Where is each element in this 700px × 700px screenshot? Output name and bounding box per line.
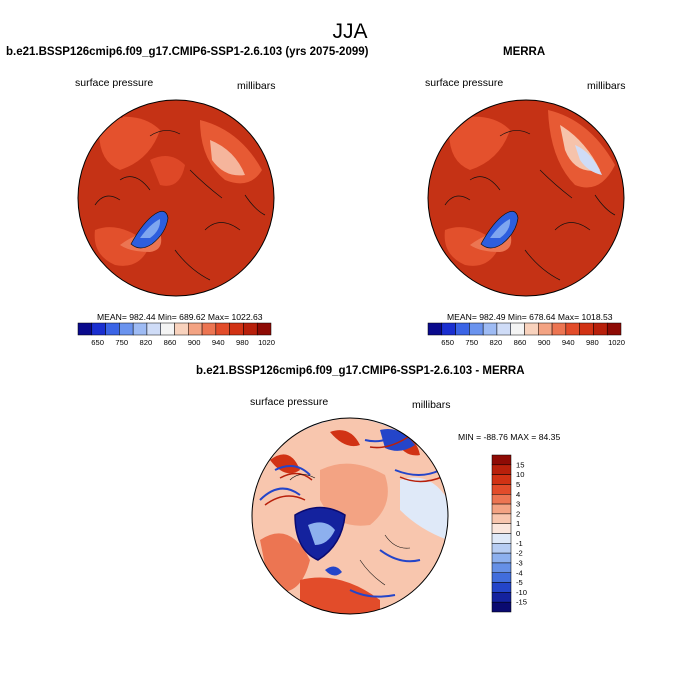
colorbar-tick-label: 980 [236,338,249,347]
colorbar-box [538,322,553,336]
colorbar-tick-label: 750 [115,338,128,347]
colorbar-box [491,582,512,593]
colorbar-box [491,592,512,603]
panel3-units-label: millibars [412,399,451,411]
colorbar-box [105,322,120,336]
colorbar-box [229,322,244,336]
colorbar-box [119,322,134,336]
panel1-title: b.e21.BSSP126cmip6.f09_g17.CMIP6-SSP1-2.… [6,46,369,58]
colorbar-box [469,322,484,336]
colorbar-box [565,322,580,336]
colorbar-tick-label: 0 [516,529,520,538]
colorbar-box [491,454,512,466]
panel1-map [78,100,274,296]
colorbar-box [482,322,498,336]
colorbar-box [491,464,512,475]
colorbar-box [491,552,512,564]
colorbar-tick-label: 3 [516,500,520,509]
panel3-variable-label: surface pressure [250,396,329,408]
colorbar-tick-label: 820 [490,338,503,347]
panel1-map-border [77,99,275,297]
colorbar-box [77,322,93,336]
panel1-variable-label: surface pressure [75,77,154,89]
colorbar-tick-label: 750 [465,338,478,347]
colorbar-box [188,322,203,336]
panel2-units-label: millibars [587,80,626,92]
colorbar-box [491,562,512,573]
colorbar-tick-label: 2 [516,509,520,518]
panel3-stats: MIN = -88.76 MAX = 84.35 [458,432,561,442]
colorbar-box [243,322,258,336]
colorbar-box [524,322,539,336]
panel1-stats: MEAN= 982.44 Min= 689.62 Max= 1022.63 [97,312,263,322]
colorbar-tick-label: -3 [516,558,523,567]
colorbar-box [593,322,608,336]
colorbar-tick-label: 1020 [608,338,625,347]
panel3-map [252,418,448,614]
colorbar-box [215,322,230,336]
panel3-title: b.e21.BSSP126cmip6.f09_g17.CMIP6-SSP1-2.… [196,365,525,377]
figure-title: JJA [332,20,368,43]
colorbar-box [455,322,470,336]
colorbar-tick-label: -10 [516,588,527,597]
colorbar-box [551,322,567,336]
colorbar-box [201,322,217,336]
panel2-colorbar: 650 750 820 860 900 940 980 1020 [427,322,625,347]
colorbar-box [606,322,622,336]
colorbar-box [146,322,161,336]
colorbar-box [491,503,512,515]
colorbar-box [491,523,512,534]
panel2-stats: MEAN= 982.49 Min= 678.64 Max= 1018.53 [447,312,613,322]
colorbar-tick-label: -1 [516,539,523,548]
colorbar-tick-label: 650 [91,338,104,347]
colorbar-box [160,322,175,336]
colorbar-tick-label: 900 [538,338,551,347]
colorbar-box [579,322,594,336]
colorbar-tick-label: 940 [562,338,575,347]
colorbar-tick-label: 15 [516,460,524,469]
colorbar-tick-label: 10 [516,470,524,479]
colorbar-box [427,322,443,336]
colorbar-tick-label: 4 [516,490,520,499]
panel2-variable-label: surface pressure [425,77,504,89]
panel2-map-border [427,99,625,297]
colorbar-box [91,322,106,336]
colorbar-box [491,484,512,495]
colorbar-box [491,572,512,583]
panel2-title: MERRA [503,46,546,58]
panel1-colorbar: 650 750 820 860 900 940 980 1020 [77,322,275,347]
colorbar-tick-label: 940 [212,338,225,347]
colorbar-box [491,601,512,613]
colorbar-box [491,513,512,524]
colorbar-tick-label: -4 [516,568,523,577]
colorbar-tick-label: -2 [516,549,523,558]
colorbar-box [496,322,511,336]
colorbar-tick-label: -5 [516,578,523,587]
colorbar-tick-label: 860 [514,338,527,347]
colorbar-tick-label: 820 [140,338,153,347]
panel1-units-label: millibars [237,80,276,92]
colorbar-tick-label: -15 [516,598,527,607]
colorbar-box [441,322,456,336]
colorbar-tick-label: 5 [516,480,520,489]
colorbar-box [491,543,512,554]
panel3-map-border [251,417,449,615]
colorbar-tick-label: 1 [516,519,520,528]
colorbar-tick-label: 1020 [258,338,275,347]
colorbar-box [132,322,148,336]
colorbar-box [491,533,512,544]
colorbar-tick-label: 650 [441,338,454,347]
colorbar-box [491,474,512,485]
colorbar-box [174,322,189,336]
colorbar-box [256,322,272,336]
colorbar-box [510,322,525,336]
panel2-map [428,100,624,296]
colorbar-box [491,494,512,505]
colorbar-tick-label: 860 [164,338,177,347]
colorbar-tick-label: 900 [188,338,201,347]
colorbar-tick-label: 980 [586,338,599,347]
